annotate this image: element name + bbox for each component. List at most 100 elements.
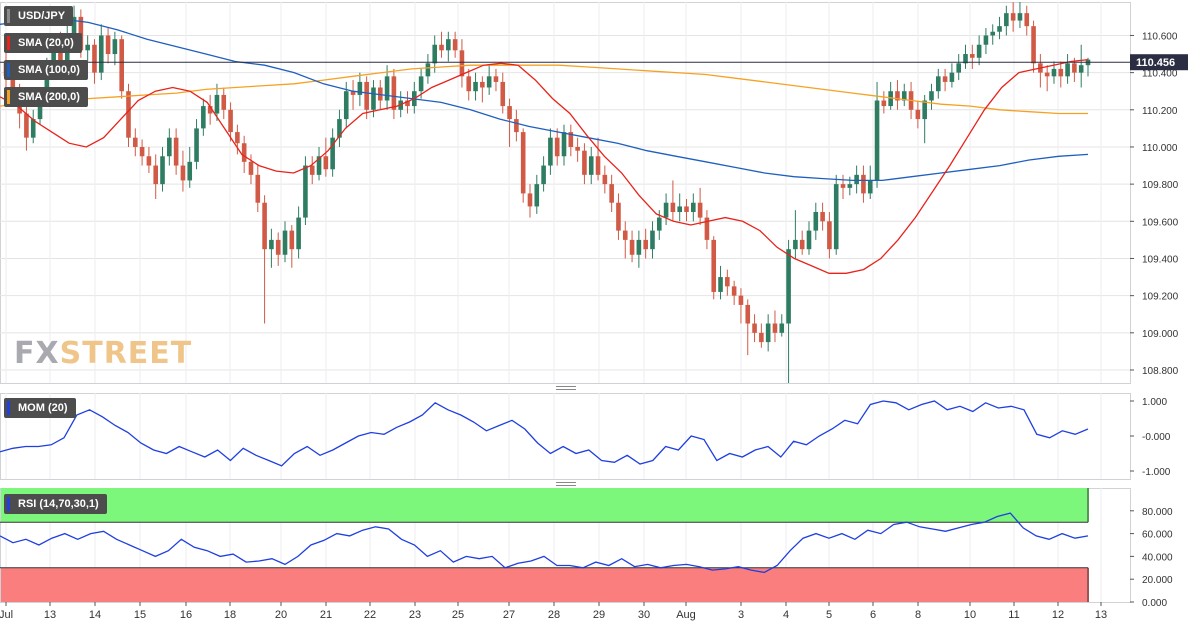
candle-body <box>963 54 968 64</box>
x-tick-label: 3 <box>738 609 744 621</box>
candle-body <box>922 100 927 120</box>
candle-body <box>384 76 390 101</box>
candle-body <box>37 94 43 120</box>
candle-body <box>473 81 478 92</box>
candle-body <box>58 44 63 64</box>
x-tick-label: 30 <box>638 609 650 621</box>
candle-body <box>935 76 941 92</box>
candle-body <box>201 106 206 129</box>
candle-body <box>867 180 873 194</box>
mom-tick-label: -0.000 <box>1142 432 1171 443</box>
sma200-label[interactable]: SMA (200,0) <box>4 87 88 107</box>
candle-body <box>71 16 77 36</box>
candle-body <box>255 174 261 203</box>
sma20-label[interactable]: SMA (20,0) <box>4 33 82 53</box>
candle-body <box>799 239 805 250</box>
candle-body <box>119 39 124 92</box>
candle-body <box>289 230 295 250</box>
rsi-label[interactable]: RSI (14,70,30,1) <box>4 494 107 514</box>
candle-body <box>207 106 213 114</box>
rsi-text: RSI (14,70,30,1) <box>18 498 99 510</box>
candle-body <box>24 113 29 138</box>
candle-body <box>316 156 322 175</box>
candle-body <box>595 156 601 175</box>
x-tick-label: 5 <box>826 609 832 621</box>
sma100-swatch <box>7 63 10 77</box>
candle-body <box>643 239 648 250</box>
candle-body <box>772 323 778 333</box>
current-price-tag-text: 110.456 <box>1136 57 1175 69</box>
candle-body <box>602 174 608 185</box>
candle-body <box>561 132 567 157</box>
candle-body <box>820 212 825 222</box>
candle-body <box>847 184 853 188</box>
candle-body <box>568 132 574 147</box>
mom-label[interactable]: MOM (20) <box>4 398 76 418</box>
rsi-swatch <box>7 497 10 511</box>
candle-body <box>337 119 342 138</box>
sma200-swatch <box>7 90 10 104</box>
sma20-line <box>0 58 1089 274</box>
candle-body <box>439 44 444 51</box>
sma20-text: SMA (20,0) <box>18 37 74 49</box>
candle-body <box>725 277 730 287</box>
candle-body <box>752 323 757 333</box>
candle-body <box>738 295 744 305</box>
candle-body <box>486 76 492 88</box>
candle-body <box>813 212 819 231</box>
candle-body <box>745 304 751 324</box>
candle-body <box>350 91 356 95</box>
candle-body <box>160 156 165 185</box>
candle-body <box>718 277 723 292</box>
candle-body <box>480 81 485 88</box>
candle-body <box>112 39 118 55</box>
candle-body <box>139 146 145 157</box>
candle-body <box>371 87 376 110</box>
candle-body <box>554 137 560 157</box>
candle-body <box>330 137 335 170</box>
candle-body <box>514 119 519 133</box>
sma200-line <box>0 64 1088 115</box>
sma100-label[interactable]: SMA (100,0) <box>4 60 88 80</box>
mom-line <box>0 400 1089 467</box>
candle-body <box>527 193 533 207</box>
candle-body <box>248 161 254 175</box>
candle-body <box>105 35 111 55</box>
candle-body <box>357 81 363 95</box>
candle-body <box>1031 26 1036 64</box>
symbol-label[interactable]: USD/JPY <box>4 6 74 26</box>
x-tick-label: 8 <box>915 609 921 621</box>
rsi-tick-label: 80.000 <box>1142 507 1173 518</box>
x-tick-label: Jul <box>0 609 13 621</box>
candle-body <box>466 76 472 92</box>
candle-body <box>44 72 50 95</box>
price-tick-label: 110.200 <box>1142 106 1178 117</box>
x-tick-label: 6 <box>870 609 876 621</box>
candle-body <box>194 128 199 162</box>
candle-body <box>548 137 553 166</box>
candle-body <box>575 146 580 151</box>
candle-body <box>534 184 540 207</box>
sma20-swatch <box>7 36 10 50</box>
candle-body <box>704 217 710 240</box>
candle-body <box>30 119 36 138</box>
price-tick-label: 110.000 <box>1142 143 1178 154</box>
candle-body <box>1072 63 1077 73</box>
mom-text: MOM (20) <box>18 402 68 414</box>
symbol-text: USD/JPY <box>18 10 66 22</box>
candle-body <box>895 91 900 101</box>
rsi-tick-label: 0.000 <box>1142 598 1167 609</box>
candle-body <box>432 44 438 64</box>
candle-body <box>180 165 186 181</box>
x-tick-label: 23 <box>409 609 421 621</box>
x-tick-label: 15 <box>134 609 146 621</box>
candle-body <box>759 332 764 343</box>
candle-body <box>126 91 131 138</box>
fxstreet-watermark: FXSTREET <box>14 336 192 371</box>
candle-body <box>1044 72 1050 77</box>
candle-body <box>697 202 703 218</box>
current-price-tag <box>1130 54 1188 71</box>
x-tick-label: 11 <box>1008 609 1019 621</box>
panel-frame-0 <box>0 2 1131 384</box>
candle-body <box>303 165 308 218</box>
